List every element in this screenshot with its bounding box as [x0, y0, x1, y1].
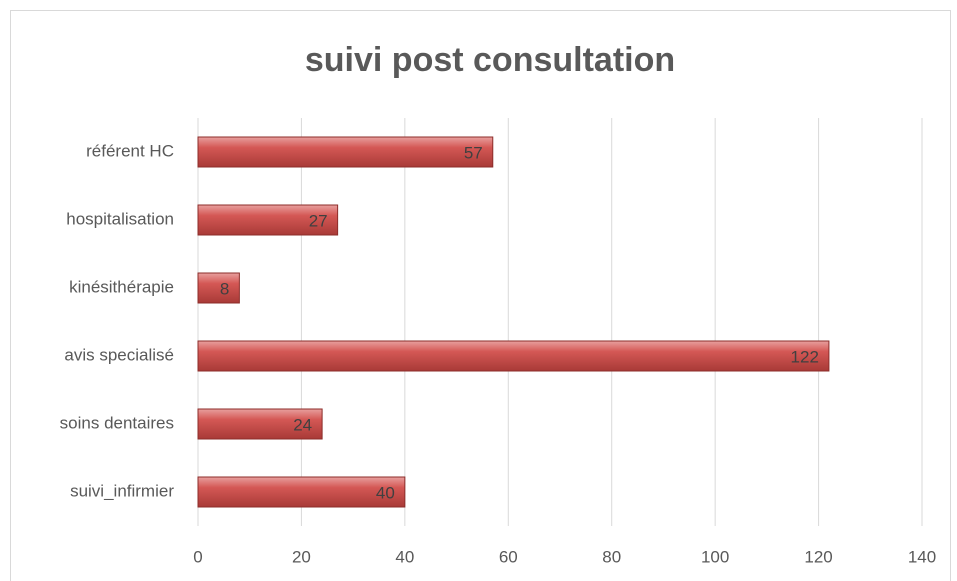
x-tick-label: 60	[499, 547, 518, 566]
bar	[197, 340, 830, 372]
x-tick-label: 0	[193, 547, 202, 566]
y-tick-label: référent HC	[86, 141, 174, 160]
y-tick-label: soins dentaires	[60, 413, 174, 432]
y-tick-label: kinésithérapie	[69, 277, 174, 296]
x-tick-label: 100	[701, 547, 729, 566]
bar	[197, 272, 240, 304]
bar	[197, 476, 406, 508]
x-tick-label: 20	[292, 547, 311, 566]
bar	[197, 204, 339, 236]
bar	[197, 408, 323, 440]
x-tick-label: 40	[395, 547, 414, 566]
data-label: 24	[293, 415, 312, 434]
chart-border	[10, 10, 951, 581]
data-label: 40	[376, 483, 395, 502]
x-tick-label: 80	[602, 547, 621, 566]
y-tick-label: hospitalisation	[66, 209, 174, 228]
x-tick-label: 140	[908, 547, 936, 566]
x-tick-label: 120	[804, 547, 832, 566]
data-label: 122	[791, 347, 819, 366]
bar	[197, 136, 494, 168]
y-tick-label: suivi_infirmier	[70, 481, 174, 500]
data-label: 57	[464, 143, 483, 162]
data-label: 8	[220, 279, 229, 298]
chart-title: suivi post consultation	[305, 41, 675, 79]
data-label: 27	[309, 211, 328, 230]
y-tick-label: avis specialisé	[64, 345, 174, 364]
